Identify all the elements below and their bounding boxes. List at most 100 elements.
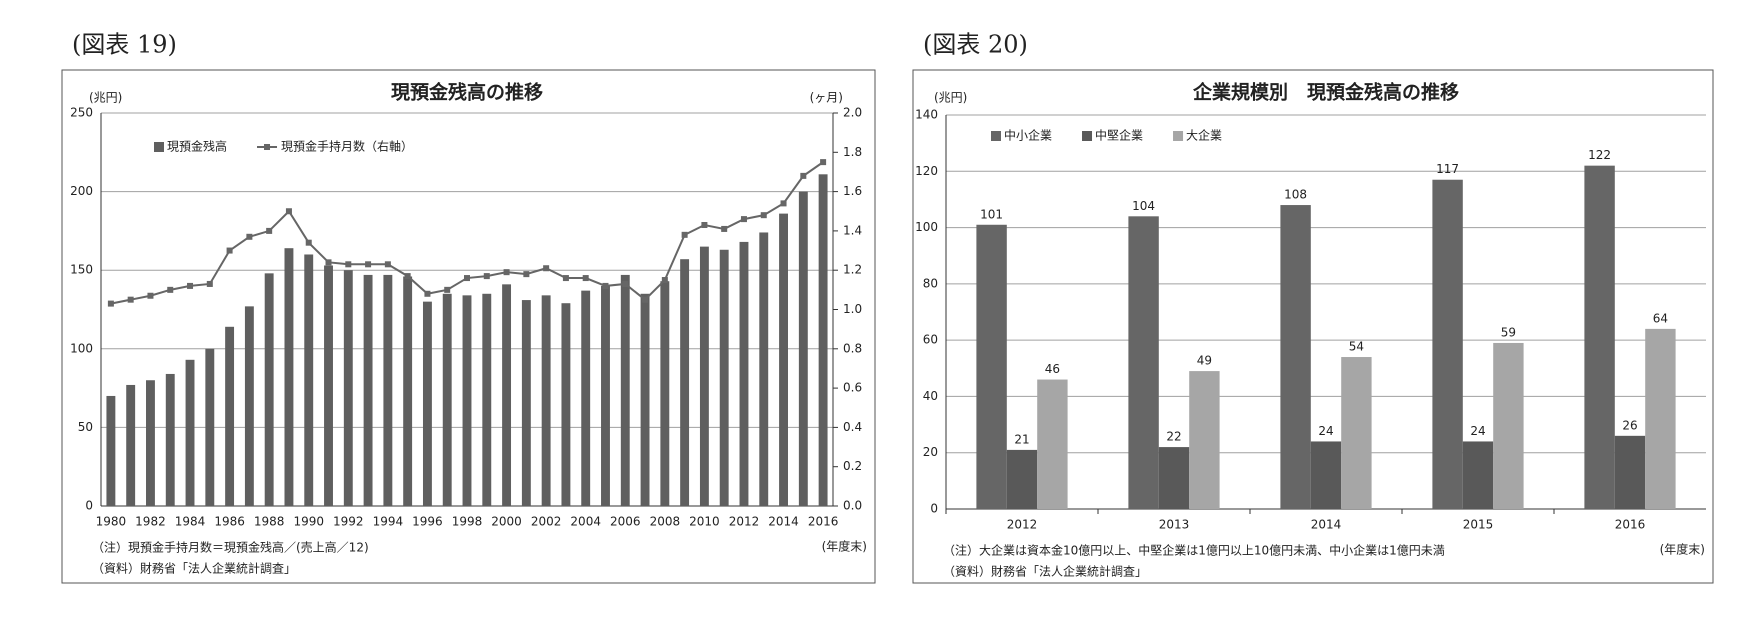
data-label: 54 <box>1349 340 1364 354</box>
bar <box>1006 449 1038 509</box>
y-tick-label: 120 <box>915 164 938 178</box>
point <box>721 225 728 232</box>
bar <box>482 293 492 506</box>
point <box>285 208 292 215</box>
x-tick-label: 2012 <box>729 515 760 529</box>
legend-swatch <box>154 142 164 152</box>
chart-frame <box>912 69 1714 584</box>
x-tick-label: 2006 <box>610 515 641 529</box>
point <box>503 269 510 276</box>
point <box>345 261 352 268</box>
point <box>127 296 134 303</box>
x-tick-label: 1998 <box>452 515 483 529</box>
data-label: 59 <box>1501 325 1516 339</box>
bar <box>779 213 788 506</box>
x-tick-label: 1994 <box>373 515 404 529</box>
data-label: 21 <box>1014 432 1029 446</box>
x-unit: (年度末) <box>1660 542 1705 557</box>
y-unit: (兆円) <box>934 91 967 105</box>
x-tick-label: 1990 <box>293 515 324 529</box>
point <box>187 282 194 289</box>
y2-tick-label: 1.2 <box>843 263 862 277</box>
bar <box>620 274 630 506</box>
bar <box>383 274 393 506</box>
y2-tick-label: 0.2 <box>843 459 862 473</box>
point <box>167 286 174 293</box>
data-label: 24 <box>1318 424 1333 438</box>
point <box>404 273 411 280</box>
point <box>740 216 747 223</box>
data-label: 101 <box>980 207 1003 221</box>
bar <box>1462 441 1494 509</box>
y2-tick-label: 0.6 <box>843 381 862 395</box>
x-tick-label: 1982 <box>135 515 166 529</box>
point <box>681 231 688 238</box>
bar <box>680 259 690 506</box>
bar <box>541 295 551 506</box>
point <box>305 239 312 246</box>
bar <box>976 224 1007 509</box>
y2-tick-label: 1.8 <box>843 145 862 159</box>
legend-label: 中堅企業 <box>1095 128 1143 143</box>
bar <box>699 246 709 506</box>
note: （注）大企業は資本金10億円以上、中堅企業は1億円以上10億円未満、中小企業は1… <box>943 543 1445 558</box>
point <box>246 233 253 240</box>
point <box>206 280 213 287</box>
data-label: 117 <box>1436 162 1459 176</box>
x-tick-label: 1980 <box>96 515 127 529</box>
data-label: 108 <box>1284 188 1307 202</box>
bar <box>1037 379 1068 509</box>
point <box>543 265 550 272</box>
x-tick-label: 1996 <box>412 515 443 529</box>
bar <box>462 295 472 506</box>
y2-tick-label: 1.0 <box>843 302 862 316</box>
bar <box>1128 216 1159 510</box>
bar <box>244 306 254 506</box>
bar <box>205 348 215 506</box>
x-tick-label: 2008 <box>650 515 681 529</box>
bar <box>1310 441 1342 509</box>
point <box>562 275 569 282</box>
point <box>424 290 431 297</box>
point <box>820 159 827 166</box>
y-tick-label: 40 <box>923 389 938 403</box>
y-tick-label: 50 <box>78 420 93 434</box>
bar <box>343 270 353 506</box>
y2-tick-label: 0.8 <box>843 341 862 355</box>
y2-tick-label: 0.0 <box>843 499 862 513</box>
y-tick-label: 60 <box>923 333 938 347</box>
bar <box>146 380 155 506</box>
data-label: 64 <box>1653 311 1668 325</box>
bar <box>601 285 610 506</box>
x-tick-label: 2014 <box>768 515 799 529</box>
point <box>325 259 332 266</box>
bar <box>304 254 314 506</box>
y-tick-label: 0 <box>930 502 938 516</box>
y-tick-label: 100 <box>70 341 93 355</box>
bar <box>1158 447 1190 509</box>
y-tick-label: 20 <box>923 445 938 459</box>
y-tick-label: 150 <box>70 263 93 277</box>
bar <box>1584 165 1615 509</box>
x-unit: (年度末) <box>822 539 867 554</box>
bar <box>403 276 413 506</box>
chart-frame <box>61 69 876 584</box>
point <box>444 286 451 293</box>
y2-tick-label: 2.0 <box>843 106 862 120</box>
y2-tick-label: 0.4 <box>843 420 862 434</box>
data-label: 22 <box>1166 430 1181 444</box>
bar <box>422 301 432 506</box>
note: （資料）財務省「法人企業統計調査」 <box>92 561 296 576</box>
figure-label: (図表 19) <box>72 31 177 59</box>
point <box>226 247 233 254</box>
point <box>582 275 589 282</box>
y2-unit: (ヶ月) <box>810 91 843 105</box>
bar <box>1432 179 1463 509</box>
bar <box>640 293 650 506</box>
legend-swatch <box>264 144 271 150</box>
bar <box>502 284 512 506</box>
x-tick-label: 2012 <box>1007 518 1038 532</box>
chart-title: 企業規模別 現預金残高の推移 <box>1192 81 1459 104</box>
y-tick-label: 250 <box>70 106 93 120</box>
x-tick-label: 2015 <box>1463 518 1494 532</box>
